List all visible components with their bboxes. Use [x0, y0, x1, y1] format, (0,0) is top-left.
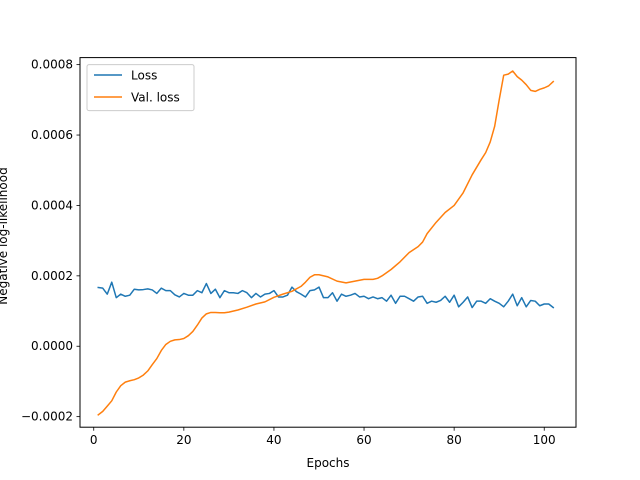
x-tick-label: 60: [356, 433, 371, 447]
legend-label-val-loss: Val. loss: [131, 91, 180, 105]
series-line-val-loss: [97, 70, 555, 416]
x-axis-label: Epochs: [307, 456, 350, 470]
x-axis: 0 20 40 60 80 100: [90, 427, 556, 447]
x-tick-label: 0: [90, 433, 98, 447]
x-tick-label: 40: [266, 433, 281, 447]
y-tick-label: 0.0000: [31, 339, 73, 353]
y-axis: −0.0002 0.0000 0.0002 0.0004 0.0006 0.0008: [21, 58, 80, 424]
x-tick-label: 80: [446, 433, 461, 447]
plot-frame: [79, 57, 577, 428]
y-tick-label: 0.0004: [31, 198, 73, 212]
legend: Loss Val. loss: [86, 64, 195, 112]
y-tick-label: 0.0008: [31, 58, 73, 72]
x-tick-label: 20: [176, 433, 191, 447]
y-tick-label: −0.0002: [21, 410, 73, 424]
y-tick-label: 0.0002: [31, 269, 73, 283]
x-tick-label: 100: [533, 433, 556, 447]
series-line-loss: [97, 281, 555, 309]
legend-label-loss: Loss: [131, 69, 157, 83]
legend-box: [86, 64, 195, 112]
y-axis-label: Negative log-likelihood: [0, 167, 10, 304]
y-tick-label: 0.0006: [31, 128, 73, 142]
series-layer: [97, 70, 555, 416]
